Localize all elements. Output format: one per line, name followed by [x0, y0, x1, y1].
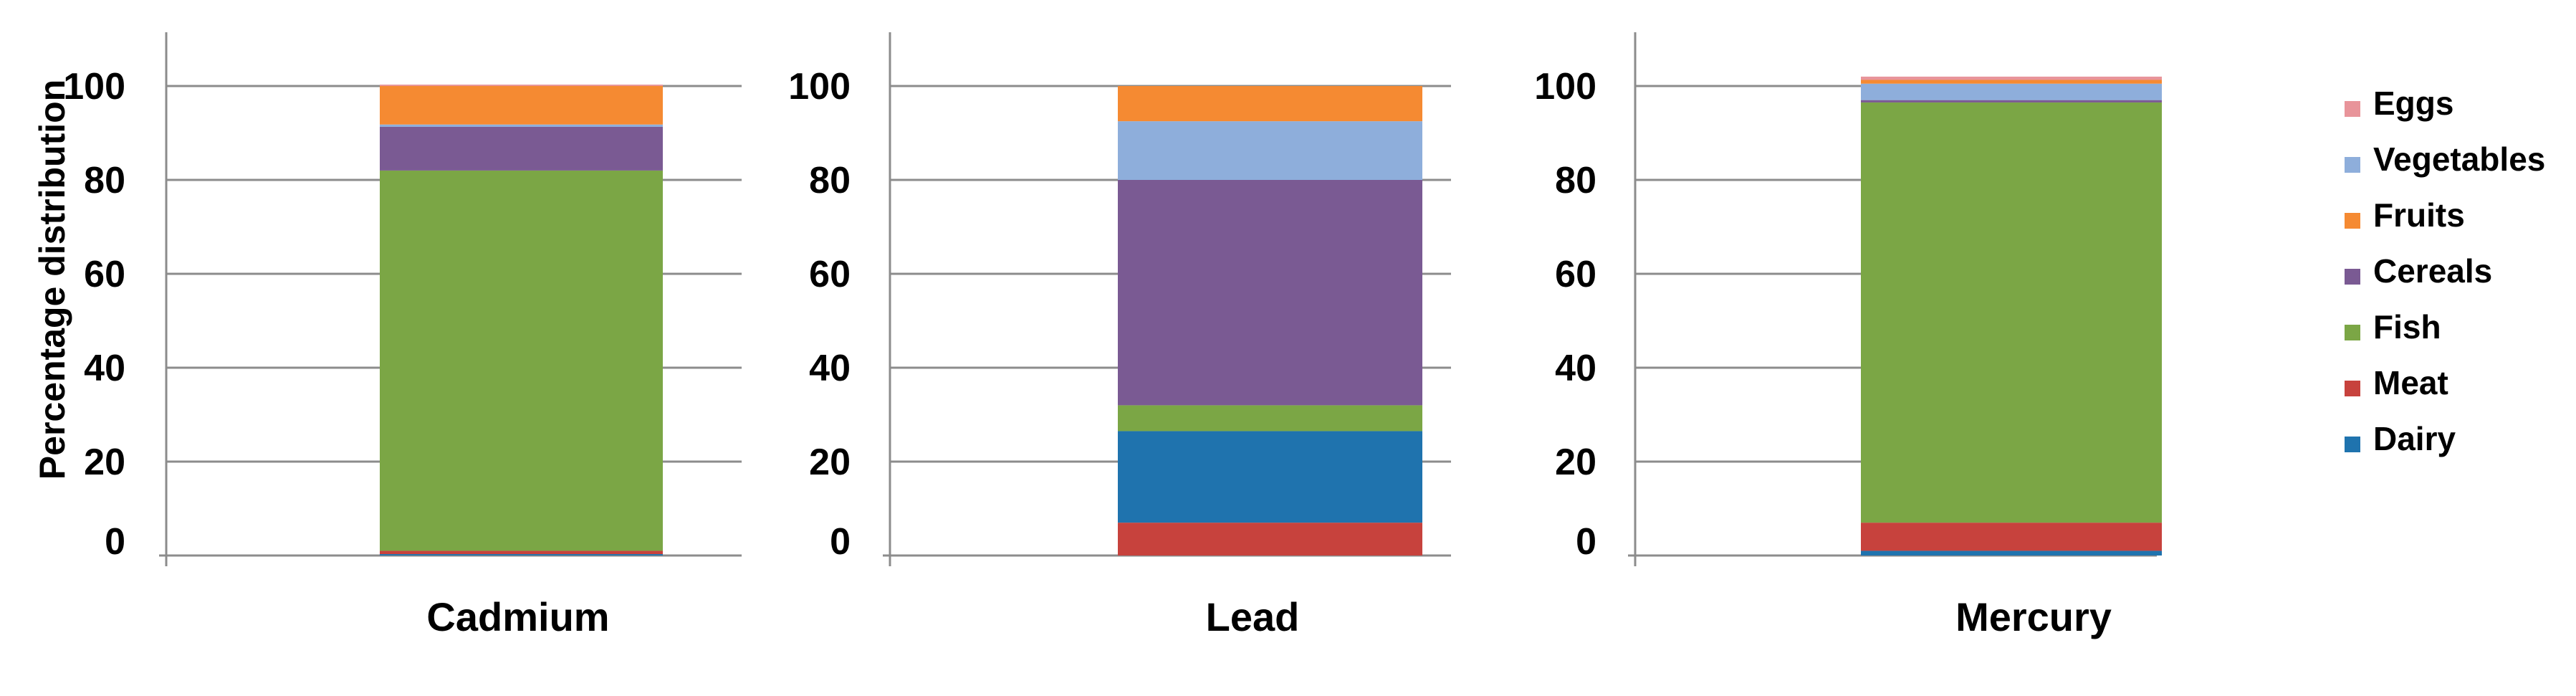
y-tick-label: 80: [1555, 160, 1596, 201]
bar-segment-meat: [380, 550, 663, 555]
legend-swatch-vegetables: [2345, 157, 2360, 173]
legend-label: Fruits: [2373, 196, 2465, 234]
bar-segment-meat: [1118, 523, 1422, 556]
legend-label: Meat: [2373, 364, 2448, 401]
legend: Eggs Vegetables Fruits Cereals Fish Meat Dairy: [2345, 85, 2545, 457]
chart-lead: Lead 0 20 40 60 80 100: [788, 32, 1451, 639]
legend-label: Fish: [2373, 308, 2441, 345]
y-tick-label: 40: [84, 348, 125, 389]
y-tick-label: 20: [809, 442, 851, 483]
bar-segment-dairy: [380, 554, 663, 556]
legend-swatch-dairy: [2345, 437, 2360, 452]
x-category-label: Cadmium: [426, 594, 609, 639]
bar-segment-fruits: [1861, 80, 2162, 84]
bar-segment-fish: [380, 170, 663, 551]
legend-swatch-cereals: [2345, 269, 2360, 285]
y-tick-label: 60: [84, 254, 125, 295]
bar-segment-cereals: [1118, 180, 1422, 406]
y-tick-label: 0: [830, 521, 851, 563]
bar-segment-fish: [1861, 102, 2162, 523]
chart-mercury: Mercury 0 20 40 60 80 100: [1534, 32, 2162, 639]
bar-segment-dairy: [1118, 431, 1422, 523]
y-tick-label: 20: [1555, 442, 1596, 483]
x-category-label: Mercury: [1955, 594, 2112, 639]
y-tick-label: 60: [1555, 254, 1596, 295]
bar-segment-eggs: [380, 85, 663, 86]
y-tick-label: 100: [788, 66, 851, 108]
legend-swatch-fruits: [2345, 213, 2360, 229]
chart-cadmium: Cadmium 0 20 40 60 80 100: [63, 32, 742, 639]
y-tick-label: 20: [84, 442, 125, 483]
legend-label: Dairy: [2373, 420, 2456, 457]
y-tick-label: 40: [809, 348, 851, 389]
legend-swatch-meat: [2345, 381, 2360, 396]
y-tick-label: 0: [1576, 521, 1596, 563]
y-tick-label: 100: [1534, 66, 1596, 108]
x-category-label: Lead: [1206, 594, 1300, 639]
bar-segment-meat: [1861, 523, 2162, 551]
legend-swatch-fish: [2345, 325, 2360, 340]
legend-label: Cereals: [2373, 252, 2492, 290]
y-tick-label: 40: [1555, 348, 1596, 389]
bar-segment-vegetables: [380, 124, 663, 127]
bar-segment-fish: [1118, 405, 1422, 432]
bar-segment-eggs: [1861, 76, 2162, 80]
y-tick-label: 60: [809, 254, 851, 295]
bar-segment-dairy: [1861, 550, 2162, 556]
bar-segment-fruits: [1118, 86, 1422, 122]
bar-segment-vegetables: [1861, 83, 2162, 100]
legend-swatch-eggs: [2345, 101, 2360, 117]
y-tick-label: 100: [63, 66, 125, 108]
bar-segment-cereals: [380, 126, 663, 171]
bar-segment-fruits: [380, 86, 663, 125]
y-tick-label: 80: [84, 160, 125, 201]
y-tick-label: 80: [809, 160, 851, 201]
legend-label: Eggs: [2373, 85, 2453, 122]
bar-segment-vegetables: [1118, 121, 1422, 180]
y-tick-label: 0: [105, 521, 125, 563]
bar-segment-cereals: [1861, 100, 2162, 103]
legend-label: Vegetables: [2373, 140, 2545, 178]
y-axis-title: Percentage distribution: [32, 80, 72, 480]
